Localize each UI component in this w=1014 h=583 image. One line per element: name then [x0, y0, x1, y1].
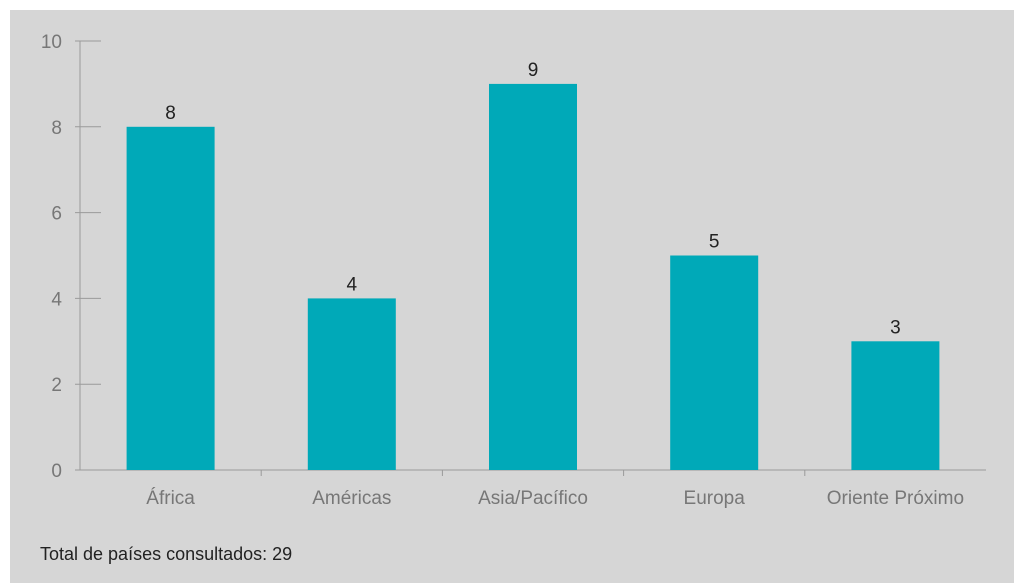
x-tick-label: Asia/Pacífico [478, 488, 588, 509]
y-tick-label: 8 [51, 118, 62, 139]
y-tick-label: 6 [51, 204, 62, 225]
data-label: 9 [528, 60, 539, 81]
x-tick-label: Américas [312, 488, 391, 509]
y-tick-label: 2 [51, 375, 62, 396]
y-tick-label: 10 [41, 32, 62, 53]
data-label: 5 [709, 232, 720, 253]
footnote: Total de países consultados: 29 [40, 544, 293, 564]
bar [126, 126, 215, 471]
bar [307, 298, 396, 470]
bar [489, 83, 577, 471]
data-label: 8 [165, 103, 176, 124]
data-label: 4 [347, 274, 358, 295]
y-tick-label: 4 [51, 289, 62, 310]
bar [851, 341, 940, 470]
x-tick-label: África [146, 488, 195, 509]
data-label: 3 [890, 317, 901, 338]
bar [670, 255, 759, 470]
x-tick-label: Europa [684, 488, 746, 509]
x-tick-label: Oriente Próximo [827, 488, 964, 509]
y-tick-label: 0 [51, 461, 62, 482]
